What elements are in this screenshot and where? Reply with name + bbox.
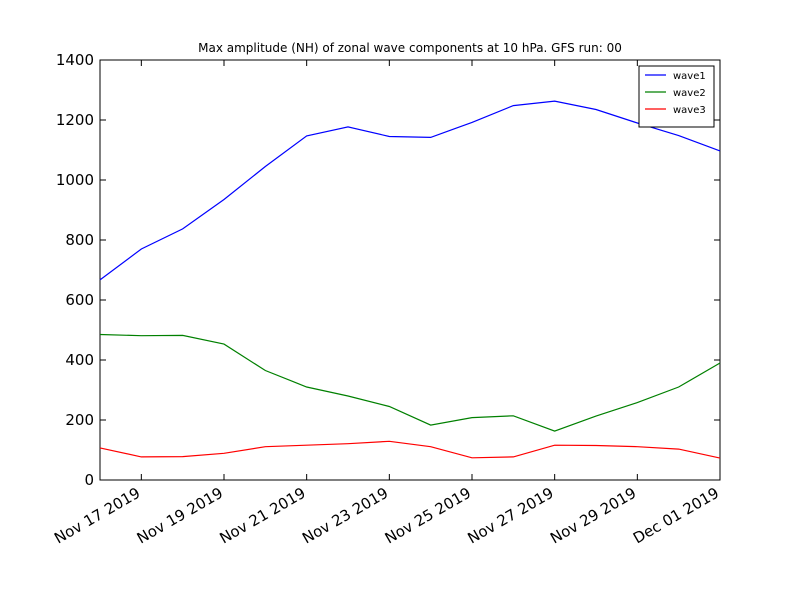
- legend-label-wave3: wave3: [673, 105, 706, 116]
- legend-label-wave1: wave1: [673, 71, 706, 82]
- x-tick-label: Nov 25 2019: [382, 484, 474, 548]
- series-line-wave2: [99, 333, 721, 432]
- legend-box: [638, 65, 715, 128]
- x-tick-label: Nov 27 2019: [464, 484, 556, 548]
- y-axis: 0 200 400 600 800 1000 1200 1400: [56, 51, 720, 489]
- x-tick-label: Dec 01 2019: [630, 484, 722, 548]
- x-tick-label: Nov 23 2019: [299, 484, 391, 548]
- y-tick-label: 400: [65, 351, 94, 369]
- legend-label-wave2: wave2: [673, 88, 706, 99]
- plot-area: [99, 59, 721, 481]
- legend: wave1 wave2 wave3: [638, 65, 715, 128]
- y-tick-label: 200: [65, 411, 94, 429]
- x-tick-label: Nov 19 2019: [134, 484, 226, 548]
- y-tick-label: 1000: [56, 171, 94, 189]
- chart-title: Max amplitude (NH) of zonal wave compone…: [198, 41, 622, 55]
- y-tick-label: 1400: [56, 51, 94, 69]
- x-tick-label: Nov 21 2019: [216, 484, 308, 548]
- series-group: [99, 100, 721, 459]
- y-tick-label: 1200: [56, 111, 94, 129]
- series-line-wave1: [99, 100, 721, 281]
- plot-frame: [99, 59, 721, 481]
- y-tick-label: 600: [65, 291, 94, 309]
- y-tick-label: 800: [65, 231, 94, 249]
- x-tick-label: Nov 29 2019: [547, 484, 639, 548]
- series-line-wave3: [99, 440, 721, 459]
- y-tick-label: 0: [84, 471, 94, 489]
- x-tick-label: Nov 17 2019: [51, 484, 143, 548]
